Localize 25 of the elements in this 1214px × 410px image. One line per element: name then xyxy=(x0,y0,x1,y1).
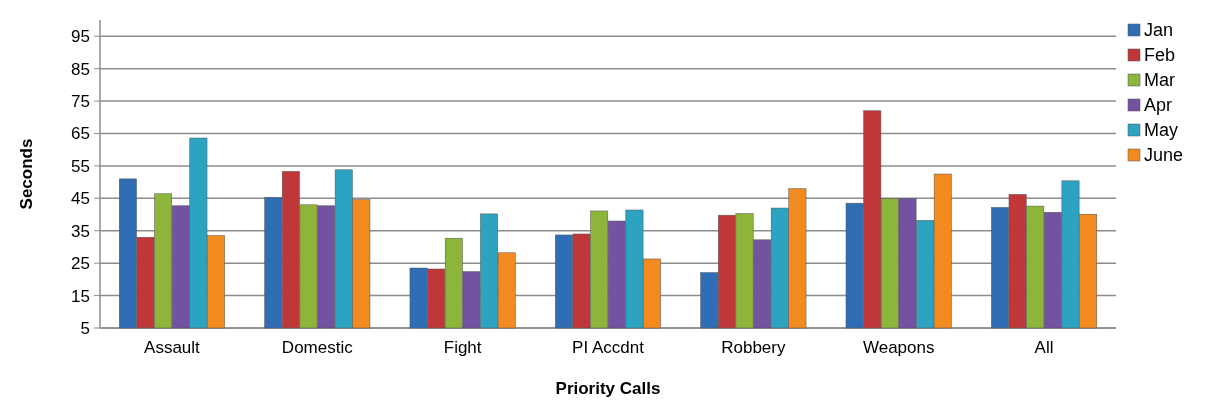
x-tick-label: Weapons xyxy=(862,338,935,357)
x-tick-label: PI Accdnt xyxy=(572,338,645,357)
x-tick-label: Fight xyxy=(443,338,482,357)
y-tick-label: 65 xyxy=(71,124,90,144)
y-tick-label: 35 xyxy=(71,221,90,241)
y-tick-label: 75 xyxy=(71,92,90,111)
y-tick-label: 15 xyxy=(71,286,90,306)
legend-label: May xyxy=(1144,120,1179,141)
y-tick-label: 5 xyxy=(80,318,90,338)
legend-label: Feb xyxy=(1144,45,1176,66)
x-tick-label: Domestic xyxy=(281,338,354,357)
x-axis-title: Priority Calls xyxy=(555,379,661,398)
y-tick-label: 85 xyxy=(71,59,90,79)
x-tick-label: All xyxy=(1034,338,1054,357)
x-tick-label: Robbery xyxy=(721,338,786,357)
y-tick-label: 45 xyxy=(71,189,90,209)
legend-label: Mar xyxy=(1144,70,1175,91)
y-tick-label: 95 xyxy=(71,27,90,47)
y-tick-label: 55 xyxy=(71,156,90,176)
x-tick-label: Assault xyxy=(144,338,201,357)
y-tick-label: 25 xyxy=(71,254,90,274)
y-axis-title: Seconds xyxy=(17,138,36,210)
legend-label: June xyxy=(1144,145,1184,166)
legend-label: Apr xyxy=(1144,95,1173,116)
legend-label: Jan xyxy=(1144,20,1174,41)
